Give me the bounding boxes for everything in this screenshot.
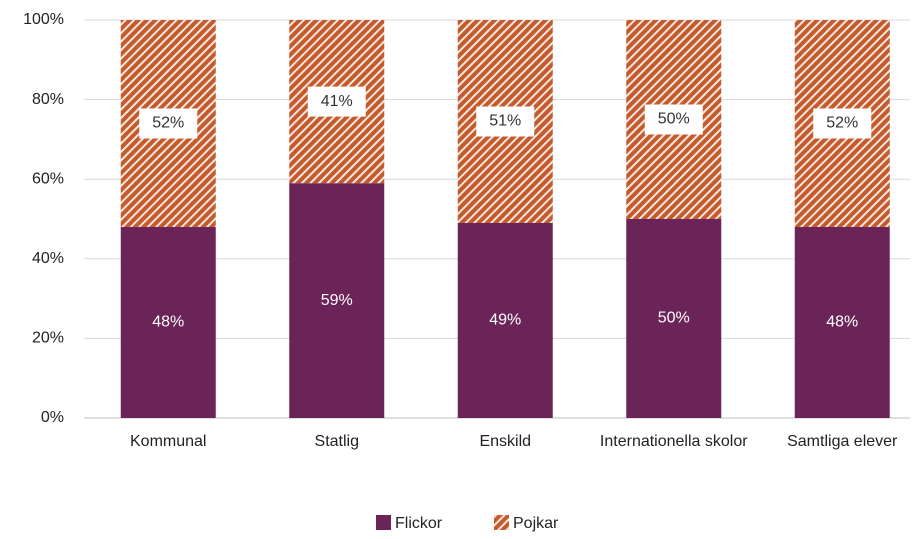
- legend-swatch: [494, 515, 509, 530]
- value-label: 59%: [321, 292, 353, 309]
- value-label-box: [307, 86, 366, 117]
- value-label: 41%: [321, 93, 353, 110]
- x-tick-label: Statlig: [315, 433, 359, 450]
- x-tick-label: Internationella skolor: [600, 433, 748, 450]
- value-label: 51%: [489, 113, 521, 130]
- y-tick-label: 40%: [32, 250, 64, 267]
- y-tick-label: 0%: [41, 409, 64, 426]
- value-label: 50%: [658, 111, 690, 128]
- value-label: 48%: [826, 314, 858, 331]
- x-tick-label: Enskild: [479, 433, 531, 450]
- bar-segment: [289, 183, 385, 418]
- value-label: 48%: [152, 314, 184, 331]
- bar-segment: [457, 222, 553, 418]
- value-label-box: [476, 106, 535, 137]
- y-tick-label: 100%: [23, 11, 64, 28]
- value-label-box: [813, 108, 872, 139]
- value-label-box: [644, 104, 703, 135]
- value-label: 52%: [826, 115, 858, 132]
- y-tick-label: 20%: [32, 330, 64, 347]
- x-tick-label: Samtliga elever: [787, 433, 898, 450]
- legend-label: Pojkar: [513, 515, 559, 532]
- value-label: 50%: [658, 310, 690, 327]
- legend-swatch: [376, 515, 391, 530]
- bar-segment: [120, 226, 216, 418]
- legend-label: Flickor: [395, 515, 443, 532]
- x-tick-label: Kommunal: [130, 433, 206, 450]
- y-tick-label: 80%: [32, 91, 64, 108]
- y-tick-label: 60%: [32, 170, 64, 187]
- value-label: 49%: [489, 312, 521, 329]
- bar-segment: [794, 226, 890, 418]
- value-label: 52%: [152, 115, 184, 132]
- bar-segment: [626, 219, 722, 418]
- value-label-box: [139, 108, 198, 139]
